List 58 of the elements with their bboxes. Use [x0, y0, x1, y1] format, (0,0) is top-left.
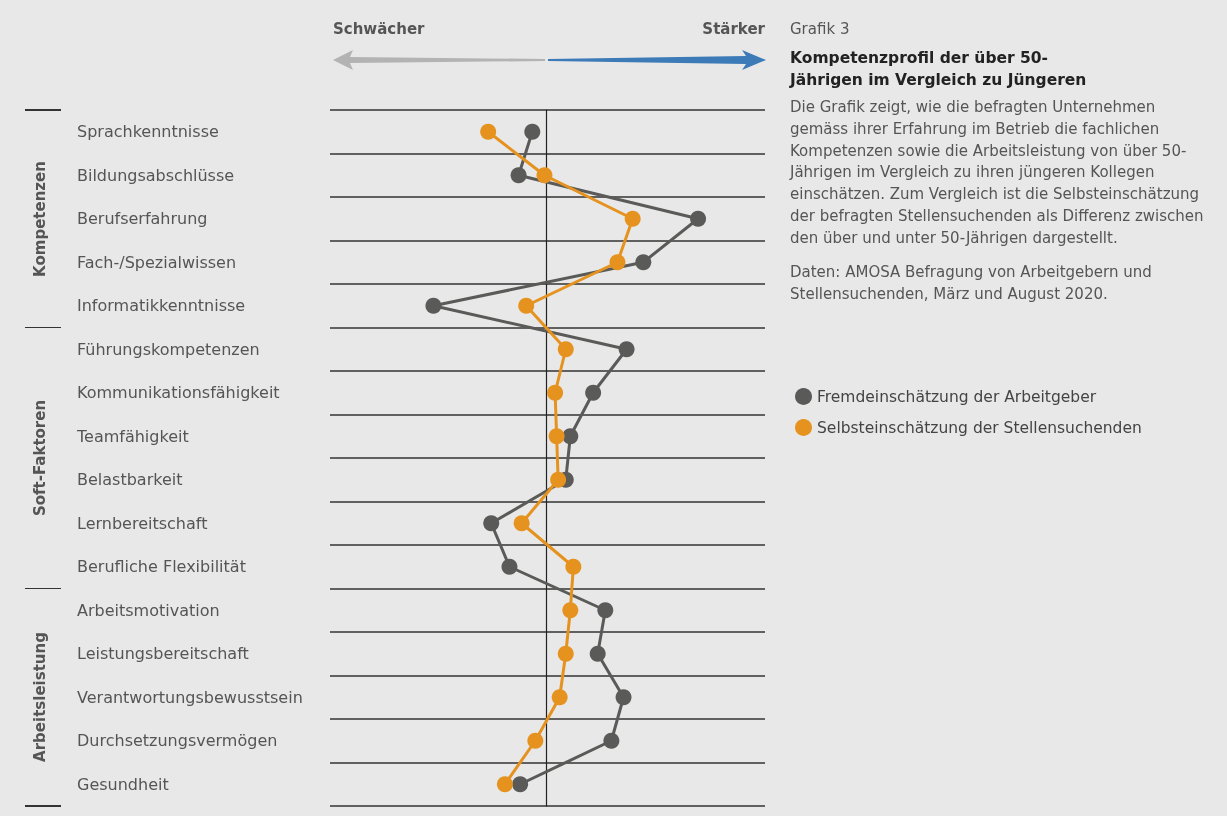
point — [550, 471, 567, 488]
point — [609, 254, 626, 271]
point — [524, 123, 541, 140]
y-tick-label: Kommunikationsfähigkeit — [77, 383, 280, 403]
point — [615, 689, 632, 706]
point — [603, 732, 620, 749]
text: Soft-Faktoren — [31, 399, 49, 517]
text: Kompetenzprofil der über 50-Jährigen im Vergleich zu Jüngeren — [790, 48, 1088, 91]
point — [513, 515, 530, 532]
point — [496, 776, 513, 793]
text: Daten: AMOSA Befragung von Arbeitgebern und Stellensuchenden, März und August 2020. — [790, 262, 1153, 305]
point — [624, 210, 641, 227]
y-tick-label: Berufserfahrung — [77, 209, 208, 229]
point — [589, 645, 606, 662]
point — [518, 297, 535, 314]
y-tick-label: Leistungsbereitschaft — [77, 644, 249, 664]
point — [562, 602, 579, 619]
y-tick-label: Lernbereitschaft — [77, 513, 208, 533]
y-tick-label: Berufliche Flexibilität — [77, 557, 246, 577]
point — [425, 297, 442, 314]
y-tick-label: Informatikkenntnisse — [77, 296, 246, 316]
point — [548, 428, 565, 445]
legend-label: Selbsteinschätzung der Stellensuchenden — [817, 418, 1142, 437]
point — [585, 384, 602, 401]
point — [557, 341, 574, 358]
y-tick-label: Gesundheit — [77, 774, 169, 794]
text: Stärker — [702, 20, 765, 38]
point — [618, 341, 635, 358]
text: Arbeitsleistung — [31, 632, 49, 763]
point — [547, 384, 564, 401]
point — [551, 689, 568, 706]
point — [565, 558, 582, 575]
y-tick-label: Durchsetzungsvermögen — [77, 731, 278, 751]
y-tick-label: Sprachkenntnisse — [77, 122, 219, 142]
point — [562, 428, 579, 445]
text: Die Grafik zeigt, wie die befragten Unternehmen gemäss ihrer Erfahrung im Betrieb die fachlichen Kompetenzen sowie die Arbeitsleistung von über 50-Jährigen im Vergleich zu ihren jüngeren Kollegen einschätzen. Zum Vergleich ist die Selbsteinschätzung der befragten Stellensuchenden als Differenz zwischen den über und unter 50-Jährigen dargestellt. — [790, 97, 1205, 249]
y-tick-label: Bildungsabschlüsse — [77, 165, 235, 185]
point — [690, 210, 707, 227]
point — [557, 645, 574, 662]
point — [527, 732, 544, 749]
y-tick-label: Verantwortungsbewusstsein — [77, 687, 303, 707]
y-tick-label: Fach-/Spezialwissen — [77, 252, 237, 272]
point — [512, 776, 529, 793]
point — [510, 167, 527, 184]
y-tick-label: Teamfähigkeit — [76, 426, 189, 446]
text: Grafik 3 — [790, 20, 850, 38]
point — [635, 254, 652, 271]
text: Kompetenzen — [31, 160, 49, 277]
y-tick-label: Arbeitsmotivation — [77, 600, 220, 620]
point — [480, 123, 497, 140]
point — [501, 558, 518, 575]
point — [536, 167, 553, 184]
y-tick-label: Führungskompetenzen — [77, 339, 260, 359]
point — [483, 515, 500, 532]
legend-label: Fremdeinschätzung der Arbeitgeber — [817, 387, 1097, 406]
point — [597, 602, 614, 619]
y-tick-label: Belastbarkeit — [77, 470, 183, 490]
text: Schwächer — [333, 20, 425, 38]
